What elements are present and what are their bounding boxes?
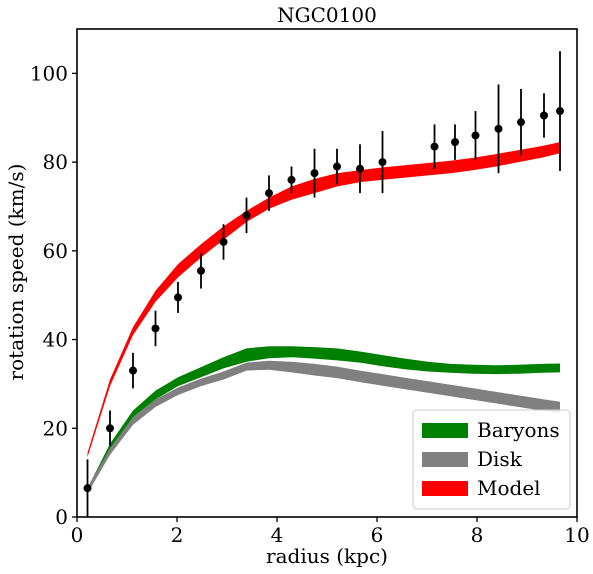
data-point <box>494 84 503 174</box>
data-point <box>174 281 182 313</box>
data-marker <box>310 169 319 178</box>
x-tick-label: 10 <box>564 523 589 547</box>
data-point <box>356 144 364 194</box>
data-point <box>151 310 160 347</box>
y-tick-label: 100 <box>30 61 68 85</box>
data-marker <box>174 293 182 302</box>
data-point <box>197 253 205 289</box>
data-marker <box>430 142 439 151</box>
legend-label-disk: Disk <box>477 447 523 471</box>
y-tick-label: 60 <box>43 239 68 263</box>
data-marker <box>471 131 480 140</box>
data-point <box>287 166 296 194</box>
data-point <box>471 111 480 160</box>
data-point <box>517 88 525 156</box>
band-disk <box>87 360 560 494</box>
plot-frame <box>76 28 578 518</box>
y-tick-label: 40 <box>43 328 68 352</box>
data-point <box>540 93 548 138</box>
data-marker <box>151 324 160 333</box>
data-marker <box>451 138 459 147</box>
data-marker <box>540 111 548 120</box>
legend-swatch-baryons <box>422 423 468 438</box>
legend-swatch-disk <box>422 452 468 467</box>
observed-data-points <box>83 51 564 517</box>
data-point <box>333 148 341 185</box>
legend-swatch-model <box>422 481 468 496</box>
data-point <box>378 131 387 194</box>
x-tick-label: 6 <box>371 523 384 547</box>
data-point <box>106 410 114 447</box>
x-axis-title: radius (kpc) <box>266 544 388 568</box>
y-tick-label: 20 <box>43 416 68 440</box>
legend: Baryons Disk Model <box>412 409 571 510</box>
y-tick-label: 0 <box>55 505 68 529</box>
data-marker <box>197 266 205 275</box>
data-marker <box>129 366 137 375</box>
data-point <box>310 148 319 198</box>
y-axis-title: rotation speed (km/s) <box>4 164 28 381</box>
x-tick-label: 0 <box>71 523 84 547</box>
data-point <box>556 51 564 171</box>
data-point <box>451 124 459 160</box>
data-marker <box>356 164 364 173</box>
data-point <box>83 459 92 517</box>
data-marker <box>556 107 564 116</box>
data-marker <box>378 158 387 167</box>
data-point <box>219 224 228 260</box>
data-marker <box>265 189 273 198</box>
data-marker <box>517 118 525 127</box>
data-marker <box>494 124 503 133</box>
data-marker <box>287 175 296 184</box>
y-tick-label: 80 <box>43 150 68 174</box>
data-marker <box>83 484 92 493</box>
data-point <box>430 124 439 169</box>
data-point <box>265 175 273 211</box>
chart-title: NGC0100 <box>277 3 377 27</box>
legend-label-model: Model <box>477 476 541 500</box>
model-bands <box>87 142 560 494</box>
legend-label-baryons: Baryons <box>477 418 560 442</box>
data-marker <box>242 211 251 220</box>
x-tick-label: 2 <box>171 523 184 547</box>
x-tick-label: 4 <box>271 523 284 547</box>
data-marker <box>106 424 114 433</box>
data-point <box>129 352 137 389</box>
data-point <box>242 197 251 234</box>
data-marker <box>219 237 228 246</box>
x-tick-label: 8 <box>471 523 484 547</box>
data-marker <box>333 162 341 171</box>
